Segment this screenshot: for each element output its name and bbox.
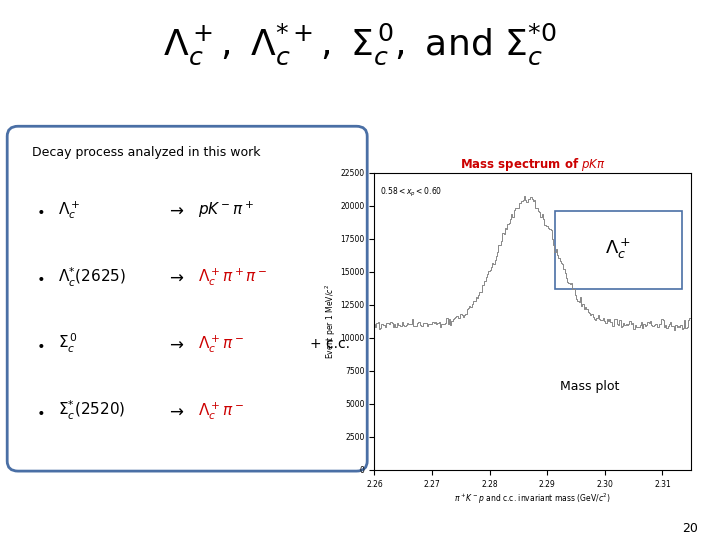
Text: $\Lambda_c^{*}(2625)$: $\Lambda_c^{*}(2625)$ [58,265,126,288]
FancyBboxPatch shape [7,126,367,471]
Text: $\rightarrow$: $\rightarrow$ [166,268,184,286]
Text: $\Lambda_c^+,\ \Lambda_c^{*+},\ \Sigma_c^{\,0},\ \mathrm{and}\ \Sigma_c^{*0}$: $\Lambda_c^+,\ \Lambda_c^{*+},\ \Sigma_c… [163,22,557,67]
Text: $\Lambda_c^+$: $\Lambda_c^+$ [58,199,80,221]
Text: $\bullet$: $\bullet$ [36,203,45,217]
Text: $\rightarrow$: $\rightarrow$ [166,402,184,420]
X-axis label: $\pi^+K^-p$ and c.c. invariant mass (GeV/$c^2$): $\pi^+K^-p$ and c.c. invariant mass (GeV… [454,491,611,505]
Text: Mass plot: Mass plot [560,380,619,393]
Text: $\bullet$: $\bullet$ [36,270,45,284]
Text: Decay process analyzed in this work: Decay process analyzed in this work [32,146,261,159]
Text: + c.c.: + c.c. [310,337,350,351]
Text: $\Sigma_c^{*}(2520)$: $\Sigma_c^{*}(2520)$ [58,399,125,422]
FancyBboxPatch shape [555,211,682,288]
Text: $\rightarrow$: $\rightarrow$ [166,335,184,353]
Y-axis label: Event per 1 MeV/$c^2$: Event per 1 MeV/$c^2$ [323,284,338,359]
Title: Mass spectrum of $pK\pi$: Mass spectrum of $pK\pi$ [460,156,606,173]
Text: 20: 20 [683,522,698,535]
Text: $\Lambda_c^+\pi^-$: $\Lambda_c^+\pi^-$ [198,400,244,422]
Text: $\rightarrow$: $\rightarrow$ [166,201,184,219]
Text: $0.58 < x_p < 0.60$: $0.58 < x_p < 0.60$ [380,186,443,199]
Text: $\Lambda_c^+\pi^-$: $\Lambda_c^+\pi^-$ [198,333,244,355]
Text: $pK^-\pi^+$: $pK^-\pi^+$ [198,200,254,220]
Text: $\bullet$: $\bullet$ [36,337,45,351]
Text: $\Lambda_c^+$: $\Lambda_c^+$ [606,237,631,261]
Text: $\Sigma_c^{\,0}$: $\Sigma_c^{\,0}$ [58,332,77,355]
Text: $\Lambda_c^+\pi^+\pi^-$: $\Lambda_c^+\pi^+\pi^-$ [198,266,267,288]
Text: $\bullet$: $\bullet$ [36,404,45,418]
